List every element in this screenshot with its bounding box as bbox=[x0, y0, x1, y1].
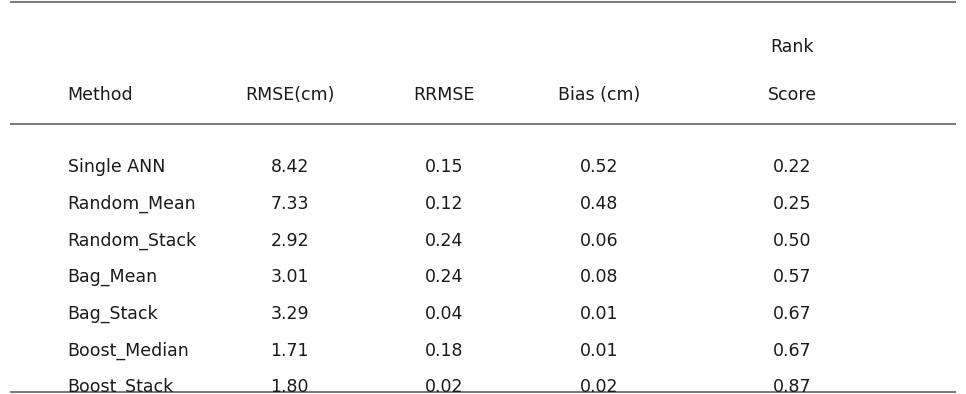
Text: Random_Mean: Random_Mean bbox=[68, 195, 196, 213]
Text: 0.25: 0.25 bbox=[773, 195, 811, 213]
Text: 0.52: 0.52 bbox=[580, 158, 618, 177]
Text: Method: Method bbox=[68, 85, 133, 104]
Text: 0.57: 0.57 bbox=[773, 268, 811, 286]
Text: Boost_Median: Boost_Median bbox=[68, 342, 189, 360]
Text: 3.01: 3.01 bbox=[270, 268, 309, 286]
Text: 0.06: 0.06 bbox=[580, 232, 618, 250]
Text: 8.42: 8.42 bbox=[270, 158, 309, 177]
Text: 0.01: 0.01 bbox=[580, 342, 618, 360]
Text: 7.33: 7.33 bbox=[270, 195, 309, 213]
Text: 0.12: 0.12 bbox=[425, 195, 464, 213]
Text: 0.67: 0.67 bbox=[773, 342, 811, 360]
Text: Single ANN: Single ANN bbox=[68, 158, 165, 177]
Text: Random_Stack: Random_Stack bbox=[68, 232, 197, 250]
Text: 0.24: 0.24 bbox=[425, 232, 464, 250]
Text: 0.02: 0.02 bbox=[425, 378, 464, 394]
Text: Boost_Stack: Boost_Stack bbox=[68, 378, 174, 394]
Text: RMSE(cm): RMSE(cm) bbox=[245, 85, 334, 104]
Text: 0.04: 0.04 bbox=[425, 305, 464, 323]
Text: RRMSE: RRMSE bbox=[413, 85, 475, 104]
Text: 2.92: 2.92 bbox=[270, 232, 309, 250]
Text: 0.15: 0.15 bbox=[425, 158, 464, 177]
Text: 3.29: 3.29 bbox=[270, 305, 309, 323]
Text: 0.50: 0.50 bbox=[773, 232, 811, 250]
Text: Bag_Mean: Bag_Mean bbox=[68, 268, 157, 286]
Text: 1.71: 1.71 bbox=[270, 342, 309, 360]
Text: 0.02: 0.02 bbox=[580, 378, 618, 394]
Text: 0.87: 0.87 bbox=[773, 378, 811, 394]
Text: Bias (cm): Bias (cm) bbox=[557, 85, 640, 104]
Text: 0.48: 0.48 bbox=[580, 195, 618, 213]
Text: 0.08: 0.08 bbox=[580, 268, 618, 286]
Text: 0.18: 0.18 bbox=[425, 342, 464, 360]
Text: 1.80: 1.80 bbox=[270, 378, 309, 394]
Text: 0.01: 0.01 bbox=[580, 305, 618, 323]
Text: Bag_Stack: Bag_Stack bbox=[68, 305, 158, 323]
Text: Rank: Rank bbox=[770, 38, 814, 56]
Text: Score: Score bbox=[768, 85, 816, 104]
Text: 0.22: 0.22 bbox=[773, 158, 811, 177]
Text: 0.24: 0.24 bbox=[425, 268, 464, 286]
Text: 0.67: 0.67 bbox=[773, 305, 811, 323]
